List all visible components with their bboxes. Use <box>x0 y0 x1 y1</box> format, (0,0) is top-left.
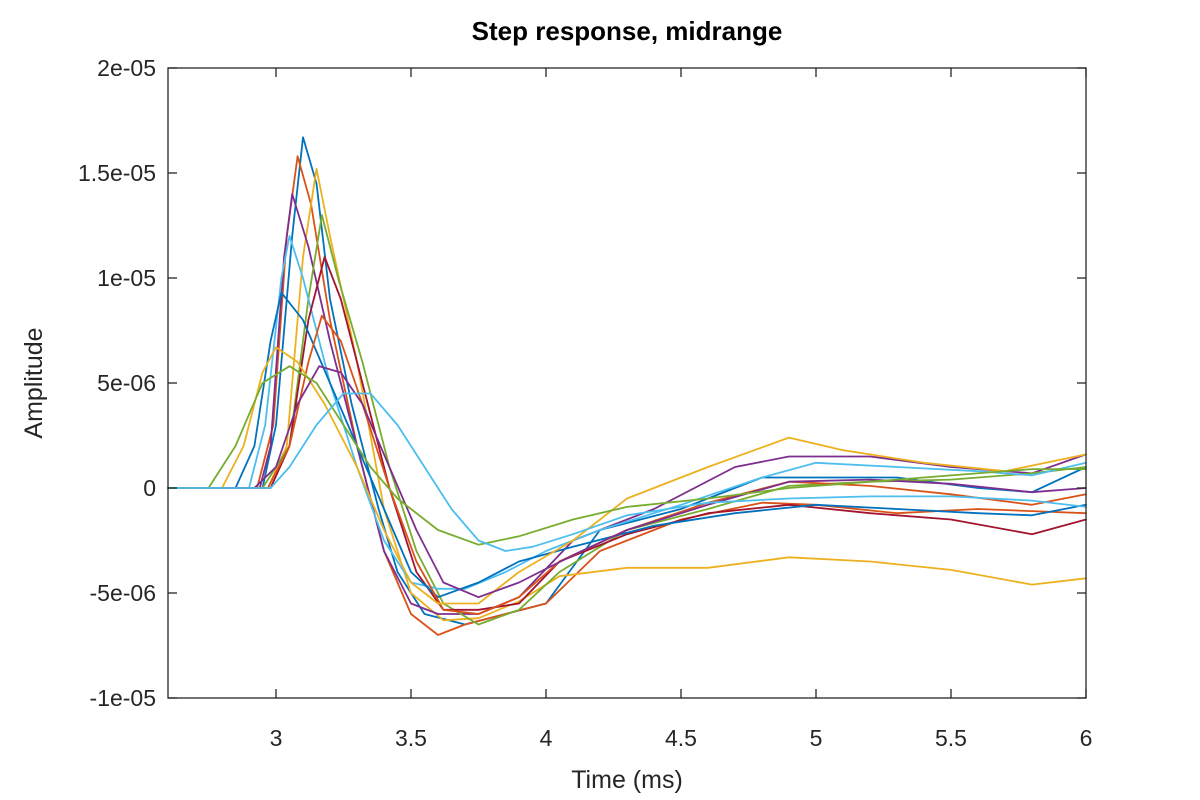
y-tick-label: 1.5e-05 <box>78 160 156 186</box>
series-line-7 <box>167 256 1087 611</box>
series-line-8 <box>167 291 1087 599</box>
x-axis-label: Time (ms) <box>571 766 683 794</box>
series-line-3 <box>167 167 1087 622</box>
x-tick-label: 3 <box>270 725 283 751</box>
series-line-11 <box>167 365 1087 599</box>
y-tick-label: 2e-05 <box>97 55 156 81</box>
series-line-10 <box>167 346 1087 605</box>
x-tick-label: 5.5 <box>935 725 967 751</box>
x-tick-label: 4 <box>540 725 553 751</box>
series-layer <box>167 136 1087 636</box>
x-tick-label: 4.5 <box>665 725 697 751</box>
chart-title: Step response, midrange <box>472 16 783 46</box>
series-line-12 <box>167 365 1087 546</box>
series-line-1 <box>167 136 1087 626</box>
series-line-4 <box>167 193 1087 615</box>
ticks-layer: 3 3.5 4 4.5 5 5.5 6 -1e-05 -5e-06 0 5e-06 1e-05 1.5e… <box>78 55 1092 751</box>
x-tick-label: 5 <box>810 725 823 751</box>
series-line-13 <box>167 392 1087 552</box>
series-line-6 <box>167 235 1087 590</box>
y-axis-label: Amplitude <box>20 327 48 438</box>
y-tick-label: -5e-06 <box>90 580 156 606</box>
series-line-9 <box>167 314 1087 615</box>
x-tick-label: 6 <box>1080 725 1093 751</box>
plot-area: 3 3.5 4 4.5 5 5.5 6 -1e-05 -5e-06 0 5e-06 1e-05 1.5e… <box>78 55 1092 751</box>
y-tick-label: 0 <box>143 475 156 501</box>
y-tick-label: 5e-06 <box>97 370 156 396</box>
x-tick-label: 3.5 <box>395 725 427 751</box>
y-tick-label: 1e-05 <box>97 265 156 291</box>
y-tick-label: -1e-05 <box>90 685 156 711</box>
